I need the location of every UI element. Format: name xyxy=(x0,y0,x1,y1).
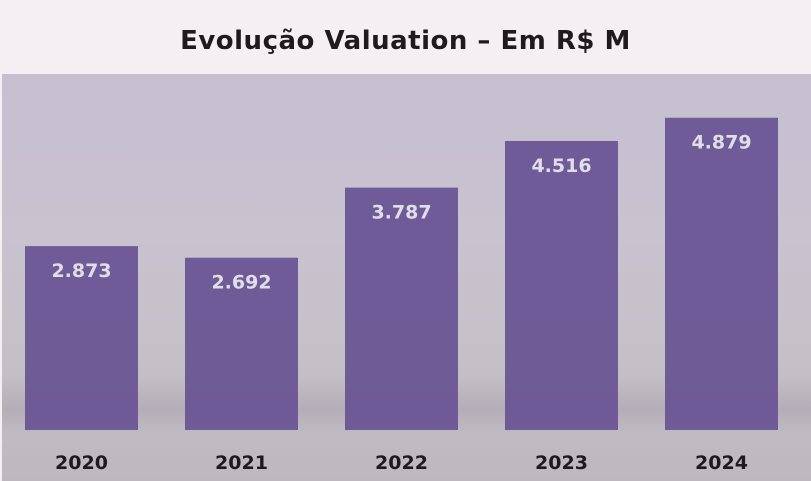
x-tick-2024: 2024 xyxy=(695,452,748,474)
data-label-2023: 4.516 xyxy=(531,155,591,177)
x-tick-2023: 2023 xyxy=(535,452,588,474)
x-tick-2020: 2020 xyxy=(55,452,108,474)
data-label-2022: 3.787 xyxy=(371,202,431,224)
data-label-2020: 2.873 xyxy=(51,260,111,282)
x-tick-2022: 2022 xyxy=(375,452,428,474)
bar-2020 xyxy=(25,246,138,430)
bar-2022 xyxy=(345,187,458,430)
bar-2021 xyxy=(185,257,298,430)
x-tick-2021: 2021 xyxy=(215,452,268,474)
bar-2023 xyxy=(505,140,618,430)
chart-title: Evolução Valuation – Em R$ M xyxy=(180,26,631,56)
data-label-2021: 2.692 xyxy=(211,272,271,294)
bar-2024 xyxy=(665,117,778,430)
data-label-2024: 4.879 xyxy=(691,132,751,154)
